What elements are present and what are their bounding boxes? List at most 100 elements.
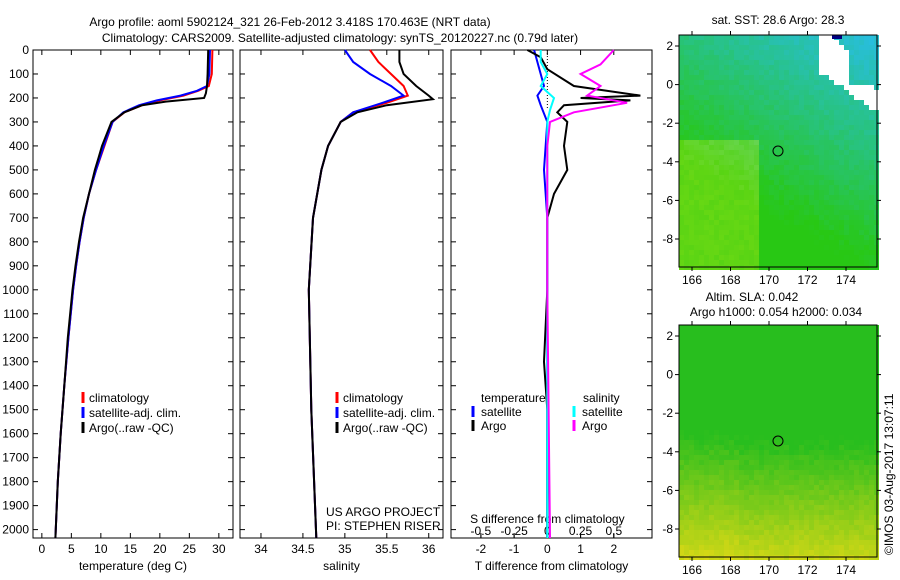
map-cell [684,350,689,355]
map-cell [819,450,824,455]
map-cell [839,355,844,360]
map-cell [849,210,854,215]
map-cell [784,375,789,380]
series-satellite-adj-clim- [307,49,406,539]
map-cell [729,430,734,435]
map-cell [844,70,849,75]
map-cell [799,185,804,190]
map-cell [864,135,869,140]
map-cell [814,40,819,45]
map-cell [814,200,819,205]
map-cell [834,260,839,265]
map-cell [869,470,874,475]
map-cell [764,120,769,125]
map-cell [829,105,834,110]
map-cell [754,425,759,430]
map-cell [724,110,729,115]
map-cell [699,35,704,40]
map-cell [829,130,834,135]
map-cell [749,455,754,460]
map-cell [774,355,779,360]
map-cell [734,200,739,205]
map-cell [809,520,814,525]
map-cell [744,255,749,260]
map-cell [829,145,834,150]
map-cell [799,230,804,235]
map-x-tick-label: 170 [759,563,779,577]
map-cell [714,80,719,85]
map-cell [714,530,719,535]
map-cell [869,480,874,485]
map-cell [854,150,859,155]
map-x-tick-label: 174 [836,273,856,287]
map-cell [814,160,819,165]
map-cell [859,325,864,330]
map-cell [734,505,739,510]
map-cell [804,375,809,380]
x-tick-label: -1 [509,542,520,556]
map-cell [844,370,849,375]
map-cell [839,130,844,135]
map-cell [819,155,824,160]
map-cell [849,450,854,455]
map-cell [734,360,739,365]
map-cell [784,505,789,510]
map-cell [864,505,869,510]
map-cell [739,105,744,110]
map-cell [679,145,684,150]
map-cell [774,470,779,475]
map-cell [679,425,684,430]
map-cell [869,245,874,250]
map-cell [859,195,864,200]
map-cell [714,215,719,220]
map-cell [834,350,839,355]
map-cell [679,65,684,70]
map-cell [864,415,869,420]
map-cell [799,235,804,240]
map-cell [824,245,829,250]
map-cell [729,415,734,420]
map-cell [799,430,804,435]
map-cell [684,120,689,125]
map-cell [854,125,859,130]
map-cell [734,180,739,185]
map-cell [769,55,774,60]
map-cell [714,325,719,330]
map-cell [839,350,844,355]
map-cell [859,35,864,40]
map-cell [824,170,829,175]
map-cell [709,190,714,195]
map-cell [804,550,809,555]
map-cell [764,535,769,540]
map-cell [834,90,839,95]
map-cell [754,190,759,195]
map-cell [689,35,694,40]
map-cell [799,250,804,255]
map-cell [869,50,874,55]
map-cell [824,150,829,155]
map-cell [709,460,714,465]
map-cell [719,350,724,355]
map-cell [724,385,729,390]
map-cell [864,75,869,80]
map-cell [729,425,734,430]
map-cell [754,340,759,345]
map-cell [779,160,784,165]
map-cell [809,45,814,50]
map-cell [734,530,739,535]
map-cell [809,500,814,505]
map-cell [679,55,684,60]
map-cell [869,400,874,405]
map-cell [739,140,744,145]
map-cell [764,210,769,215]
map-cell [799,85,804,90]
map-cell [849,410,854,415]
map-cell [709,390,714,395]
map-cell [854,60,859,65]
map-cell [869,210,874,215]
map-cell [779,190,784,195]
map-cell [859,175,864,180]
map-cell [809,35,814,40]
map-cell [754,245,759,250]
map-cell [809,525,814,530]
